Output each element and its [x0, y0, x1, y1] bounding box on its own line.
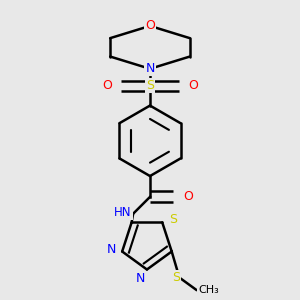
Text: O: O [145, 20, 155, 32]
Text: S: S [169, 213, 177, 226]
Text: HN: HN [114, 206, 132, 219]
Text: N: N [107, 244, 116, 256]
Text: CH₃: CH₃ [198, 285, 219, 295]
Text: N: N [145, 62, 155, 75]
Text: O: O [183, 190, 193, 203]
Text: O: O [188, 79, 198, 92]
Text: N: N [136, 272, 146, 285]
Text: S: S [146, 79, 154, 92]
Text: S: S [172, 271, 180, 284]
Text: O: O [102, 79, 112, 92]
